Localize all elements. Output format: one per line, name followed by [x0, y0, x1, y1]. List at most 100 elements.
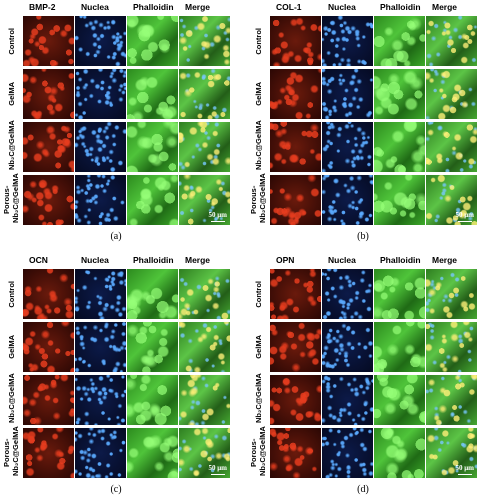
- row-label: Control: [6, 280, 16, 308]
- micrograph: [270, 122, 321, 172]
- panel-caption: (d): [357, 484, 369, 495]
- micrograph: [127, 428, 178, 478]
- scale-bar: [458, 473, 472, 475]
- scale-bar: [211, 473, 225, 475]
- scale-bar-label: 50 μm: [455, 211, 474, 219]
- row-label: Nb₂C@GelMA: [253, 120, 263, 170]
- row-label-box: GelMA: [0, 69, 22, 119]
- micrograph: [270, 175, 321, 225]
- micrograph: [127, 122, 178, 172]
- column-header: Nuclea: [81, 255, 109, 265]
- figure-panel: OPN Nuclea Phalloidin Merge Control GelMA Nb₂C…: [247, 253, 479, 503]
- scale-bar: [211, 220, 225, 222]
- micrograph: [426, 375, 477, 425]
- micrograph: [23, 122, 74, 172]
- micrograph: [75, 322, 126, 372]
- row-label-box: Control: [247, 16, 269, 66]
- micrograph: [322, 69, 373, 119]
- micrograph: [127, 69, 178, 119]
- micrograph: [374, 322, 425, 372]
- micrograph: [426, 16, 477, 66]
- micrograph: 50 μm: [426, 175, 477, 225]
- micrograph: 50 μm: [426, 428, 477, 478]
- row-label-box: Control: [247, 269, 269, 319]
- micrograph: [270, 322, 321, 372]
- micrograph: 50 μm: [179, 428, 230, 478]
- row-label: Control: [6, 27, 16, 55]
- column-header: Merge: [432, 2, 458, 12]
- micrograph: [127, 375, 178, 425]
- micrograph: [75, 16, 126, 66]
- micrograph: [270, 375, 321, 425]
- micrograph: [322, 375, 373, 425]
- micrograph: [179, 122, 230, 172]
- row-label: Porous-Nb₂C@GelMA: [249, 426, 267, 476]
- figure-panel: BMP-2 Nuclea Phalloidin Merge Control GelMA Nb…: [0, 0, 232, 250]
- micrograph: [374, 122, 425, 172]
- micrograph: [374, 428, 425, 478]
- micrograph: [374, 69, 425, 119]
- micrograph: [374, 16, 425, 66]
- micrograph: [179, 375, 230, 425]
- micrograph: [374, 375, 425, 425]
- micrograph: [179, 16, 230, 66]
- row-label: Control: [253, 280, 263, 308]
- micrograph: [23, 16, 74, 66]
- row-label: Porous-Nb₂C@GelMA: [2, 426, 20, 476]
- micrograph: [374, 269, 425, 319]
- panel-caption: (a): [110, 231, 122, 242]
- row-label-box: Nb₂C@GelMA: [247, 120, 269, 172]
- column-header: Nuclea: [328, 2, 356, 12]
- column-header: Phalloidin: [380, 2, 421, 12]
- row-label-box: Control: [0, 16, 22, 66]
- figure-panel: OCN Nuclea Phalloidin Merge Control GelMA Nb₂C…: [0, 253, 232, 503]
- micrograph: [270, 16, 321, 66]
- micrograph: [322, 428, 373, 478]
- micrograph: [127, 16, 178, 66]
- micrograph: [179, 269, 230, 319]
- micrograph: [179, 69, 230, 119]
- micrograph: [322, 269, 373, 319]
- column-header: BMP-2: [29, 2, 56, 12]
- row-label: GelMA: [253, 82, 263, 106]
- row-label-box: Nb₂C@GelMA: [0, 373, 22, 425]
- micrograph: [23, 69, 74, 119]
- column-header: Merge: [185, 2, 211, 12]
- row-label: Porous-Nb₂C@GelMA: [249, 173, 267, 223]
- scale-bar-label: 50 μm: [208, 464, 227, 472]
- panel-caption: (b): [357, 231, 369, 242]
- row-label-box: GelMA: [247, 322, 269, 372]
- micrograph: [75, 428, 126, 478]
- micrograph: [23, 175, 74, 225]
- column-header: Phalloidin: [380, 255, 421, 265]
- micrograph: [75, 175, 126, 225]
- micrograph: 50 μm: [179, 175, 230, 225]
- row-label: GelMA: [6, 82, 16, 106]
- micrograph: [322, 16, 373, 66]
- micrograph: [75, 269, 126, 319]
- row-label-box: Nb₂C@GelMA: [247, 373, 269, 425]
- row-label-box: GelMA: [247, 69, 269, 119]
- micrograph: [270, 428, 321, 478]
- micrograph: [75, 69, 126, 119]
- column-header: Nuclea: [81, 2, 109, 12]
- column-header: Merge: [185, 255, 211, 265]
- micrograph: [426, 269, 477, 319]
- micrograph: [127, 269, 178, 319]
- row-label-box: Porous-Nb₂C@GelMA: [247, 173, 269, 225]
- row-label-box: GelMA: [0, 322, 22, 372]
- row-label-box: Nb₂C@GelMA: [0, 120, 22, 172]
- column-header: Nuclea: [328, 255, 356, 265]
- micrograph: [75, 375, 126, 425]
- micrograph: [426, 322, 477, 372]
- column-header: Merge: [432, 255, 458, 265]
- micrograph: [270, 69, 321, 119]
- micrograph: [426, 122, 477, 172]
- panel-caption: (c): [110, 484, 122, 495]
- micrograph: [322, 122, 373, 172]
- column-header: Phalloidin: [133, 255, 174, 265]
- micrograph: [322, 322, 373, 372]
- row-label-box: Porous-Nb₂C@GelMA: [247, 426, 269, 478]
- row-label-box: Control: [0, 269, 22, 319]
- micrograph: [127, 175, 178, 225]
